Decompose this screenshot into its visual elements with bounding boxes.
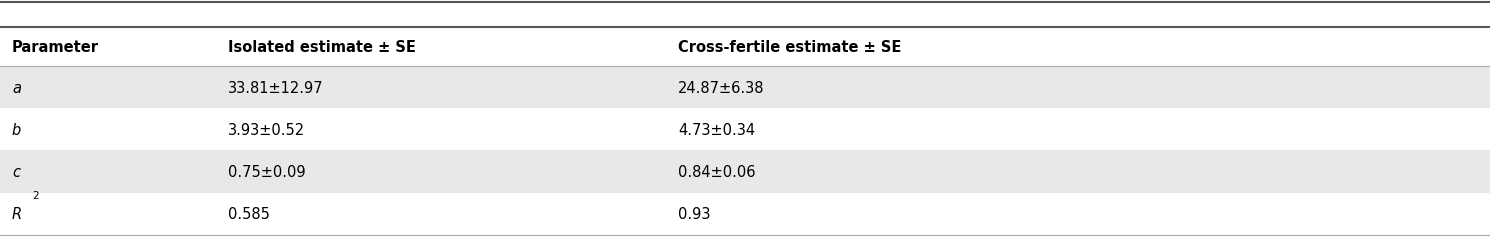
Bar xyxy=(0,67,1490,109)
Text: 0.75±0.09: 0.75±0.09 xyxy=(228,164,305,180)
Text: Isolated estimate ± SE: Isolated estimate ± SE xyxy=(228,40,416,55)
Text: 2: 2 xyxy=(33,190,39,200)
Text: 0.585: 0.585 xyxy=(228,206,270,222)
Text: a: a xyxy=(12,80,21,95)
Text: 3.93±0.52: 3.93±0.52 xyxy=(228,122,305,137)
Bar xyxy=(0,151,1490,193)
Text: b: b xyxy=(12,122,21,137)
Text: 0.84±0.06: 0.84±0.06 xyxy=(678,164,755,180)
Text: R: R xyxy=(12,206,22,222)
Text: Cross-fertile estimate ± SE: Cross-fertile estimate ± SE xyxy=(678,40,901,55)
Text: c: c xyxy=(12,164,19,180)
Text: Parameter: Parameter xyxy=(12,40,98,55)
Text: 33.81±12.97: 33.81±12.97 xyxy=(228,80,323,95)
Text: 4.73±0.34: 4.73±0.34 xyxy=(678,122,755,137)
Text: 24.87±6.38: 24.87±6.38 xyxy=(678,80,764,95)
Text: 0.93: 0.93 xyxy=(678,206,711,222)
